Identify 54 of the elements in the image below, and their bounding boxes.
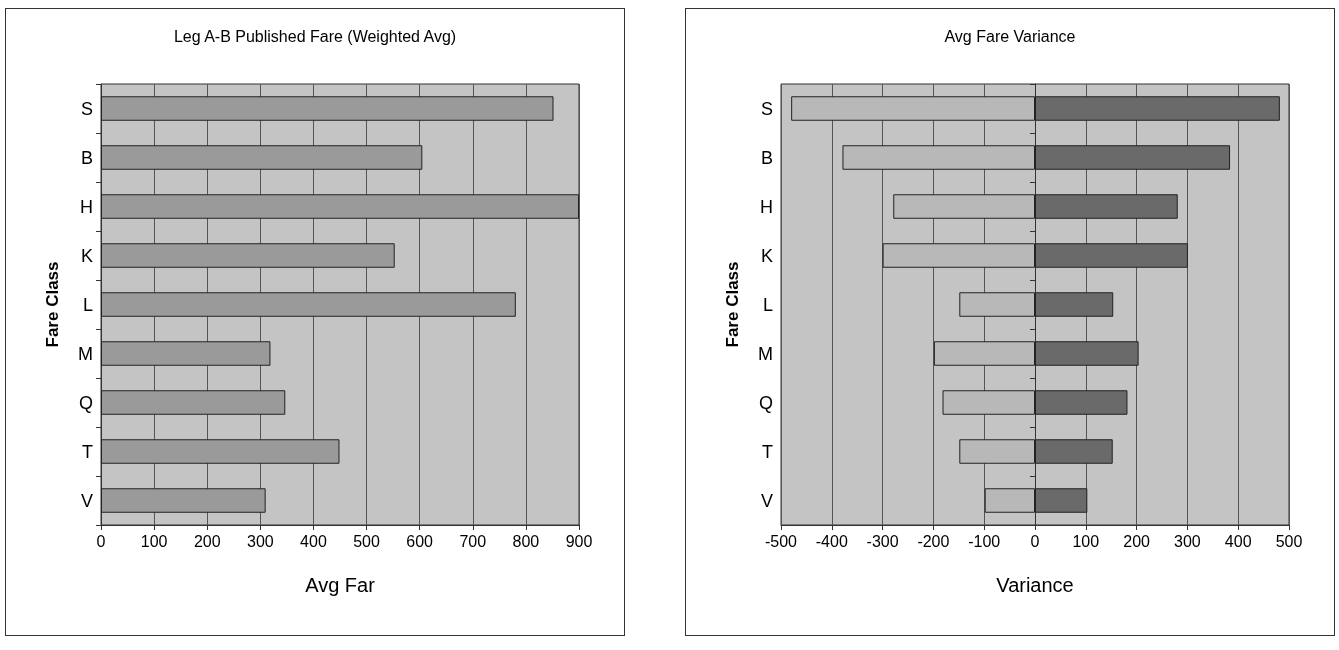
x-tick-label: 400 — [300, 532, 327, 550]
y-tick-label: H — [80, 196, 93, 217]
y-tick-label: S — [760, 98, 773, 119]
x-tick-label: 800 — [512, 532, 540, 550]
x-tick-label: 700 — [459, 532, 487, 550]
bar — [101, 194, 579, 219]
x-tick-label: 200 — [193, 532, 221, 550]
x-axis-title: Variance — [996, 574, 1074, 596]
y-tick-label: Q — [78, 392, 93, 413]
x-tick-label: 0 — [96, 532, 106, 550]
y-tick-label: M — [758, 343, 773, 364]
x-tick-label: 100 — [1072, 532, 1100, 550]
x-tick-label: -300 — [866, 532, 899, 550]
y-tick-label: H — [760, 196, 773, 217]
x-tick-label: 500 — [353, 532, 380, 550]
x-tick-label: 500 — [1275, 532, 1303, 550]
y-axis-title: Fare Class — [43, 261, 62, 348]
x-tick-label: 300 — [1174, 532, 1201, 550]
chart-title: Leg A-B Published Fare (Weighted Avg) — [173, 27, 457, 45]
x-tick-label: 200 — [1123, 532, 1151, 550]
y-tick-label: M — [78, 343, 93, 364]
x-tick-label: -100 — [968, 532, 1001, 550]
x-tick-label: 900 — [565, 532, 593, 550]
bar — [101, 439, 340, 464]
x-tick-label: -400 — [815, 532, 848, 550]
y-tick-label: L — [762, 294, 773, 315]
y-tick-label: K — [760, 245, 773, 266]
x-tick-label: 0 — [1030, 532, 1040, 550]
bar — [101, 488, 266, 513]
y-tick-label: L — [82, 294, 93, 315]
x-tick-label: 100 — [140, 532, 168, 550]
bar — [101, 145, 423, 170]
y-tick-label: B — [80, 147, 93, 168]
y-tick-label: K — [80, 245, 93, 266]
chart-title: Avg Fare Variance — [944, 27, 1076, 45]
y-tick-label: B — [760, 147, 773, 168]
bar — [101, 243, 395, 268]
x-tick-label: -200 — [917, 532, 950, 550]
y-tick-label: T — [82, 441, 93, 462]
y-tick-label: V — [760, 490, 773, 511]
bar — [101, 341, 271, 366]
x-tick-label: 300 — [246, 532, 274, 550]
x-tick-label: 400 — [1224, 532, 1252, 550]
y-tick-label: V — [80, 490, 93, 511]
bar — [101, 390, 286, 415]
y-tick-label: T — [762, 441, 773, 462]
x-axis-title: Avg Far — [305, 574, 376, 596]
y-tick-label: S — [80, 98, 93, 119]
x-tick-label: -500 — [764, 532, 798, 550]
bar — [101, 96, 554, 121]
y-axis-title: Fare Class — [723, 261, 742, 348]
y-tick-label: Q — [758, 392, 773, 413]
bar — [101, 292, 516, 317]
x-tick-label: 600 — [406, 532, 434, 550]
